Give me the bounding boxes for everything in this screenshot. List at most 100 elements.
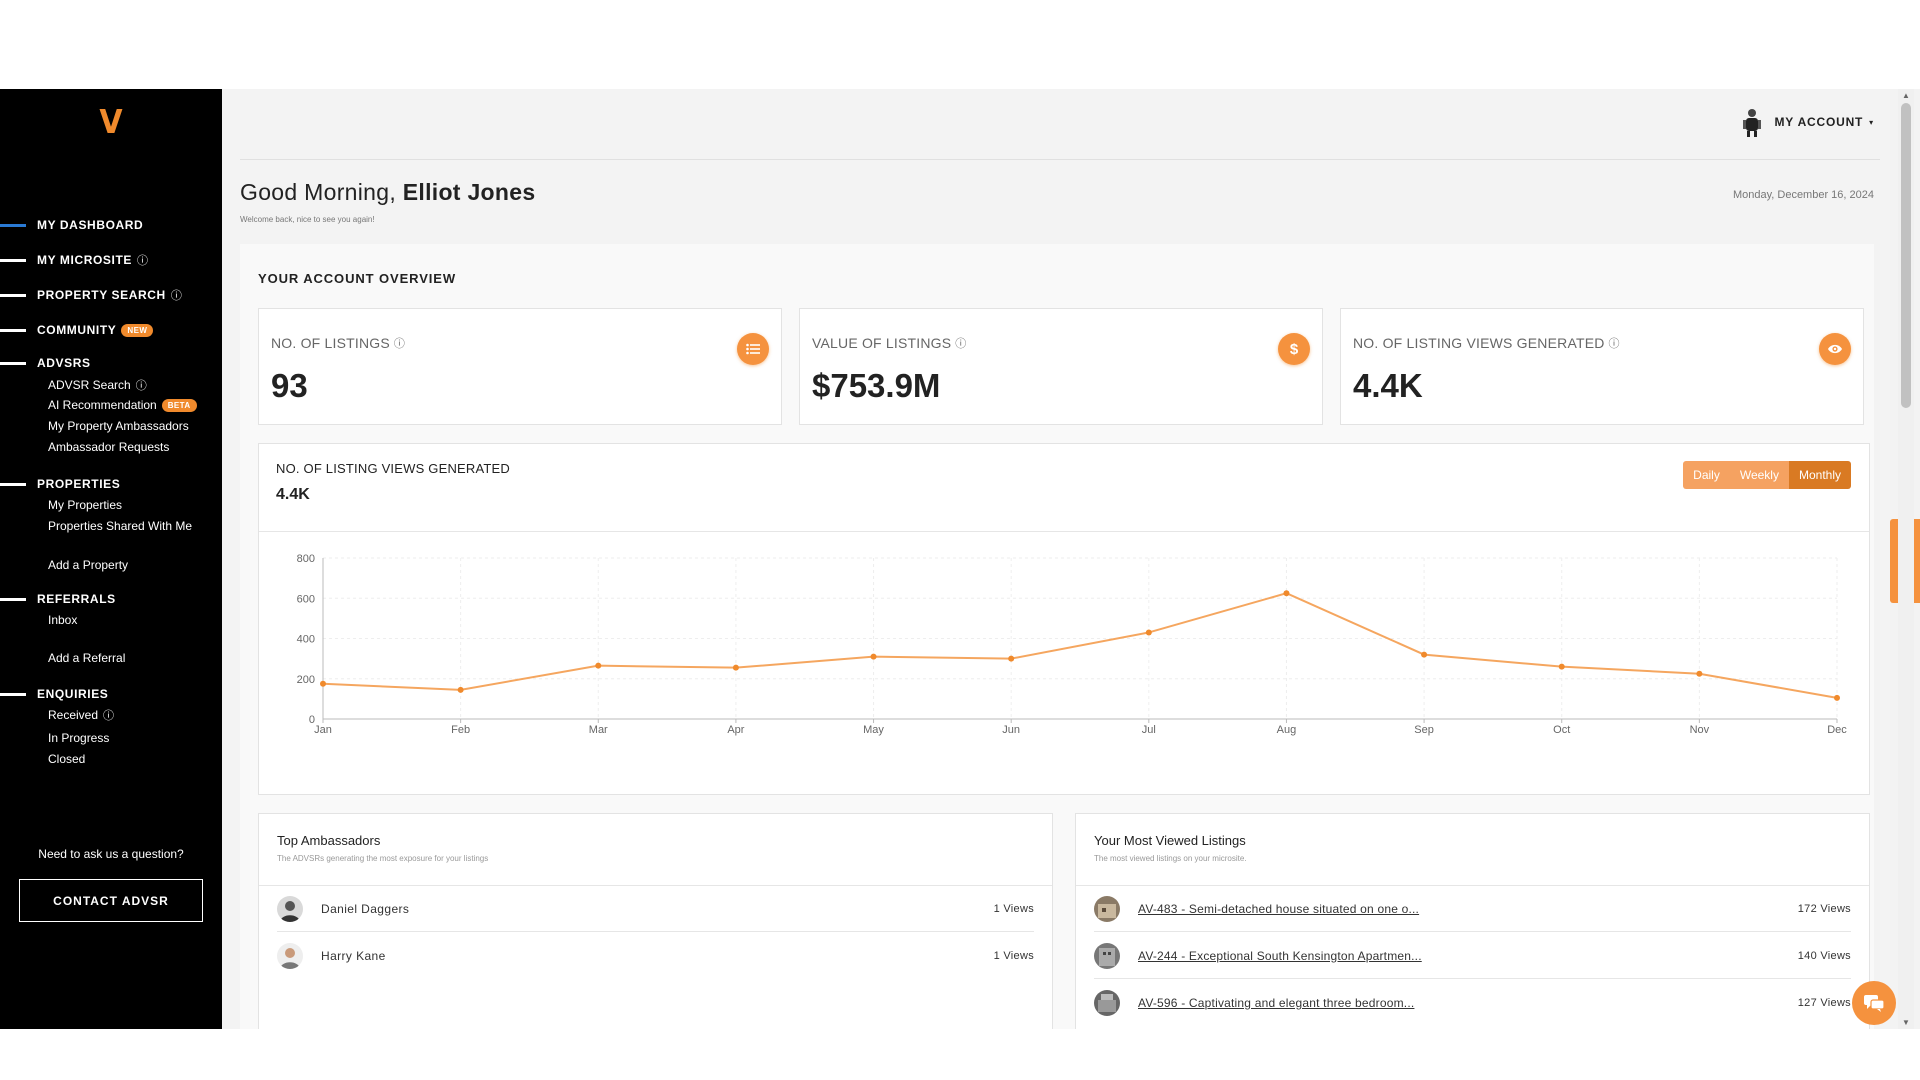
table-row[interactable]: Daniel Daggers 1 Views [277, 886, 1034, 932]
info-icon[interactable]: ⓘ [1608, 338, 1620, 350]
listing-link[interactable]: AV-483 - Semi-detached house situated on… [1138, 901, 1420, 916]
x-tick-label: Sep [1414, 724, 1434, 736]
my-account-menu[interactable]: MY ACCOUNT ▾ [1741, 107, 1875, 137]
data-point [1008, 655, 1015, 662]
logo-mark: V [99, 102, 123, 142]
nav-properties-shared[interactable]: Properties Shared With Me [48, 519, 192, 533]
caret-down-icon: ▾ [1869, 117, 1874, 127]
data-point [1145, 629, 1152, 636]
nav-label: MY MICROSITE [37, 253, 132, 267]
x-tick-label: Oct [1553, 724, 1570, 736]
view-count: 1 Views [993, 950, 1034, 962]
nav-sub-label: Received [48, 708, 99, 722]
info-icon[interactable]: ⓘ [135, 380, 147, 392]
contact-advsr-button[interactable]: CONTACT ADVSR [19, 879, 203, 922]
nav-properties[interactable]: PROPERTIES [0, 475, 120, 493]
nav-in-progress[interactable]: In Progress [48, 731, 109, 745]
nav-label: COMMUNITY [37, 323, 117, 337]
info-icon[interactable]: ⓘ [955, 338, 967, 350]
listing-link[interactable]: AV-244 - Exceptional South Kensington Ap… [1138, 948, 1422, 963]
view-count: 140 Views [1797, 949, 1851, 962]
list-title: Top Ambassadors [277, 833, 381, 848]
nav-label: PROPERTIES [37, 477, 121, 491]
nav-referrals[interactable]: REFERRALS [0, 590, 116, 608]
nav-bar [0, 692, 26, 696]
current-date: Monday, December 16, 2024 [1732, 189, 1874, 201]
new-badge: NEW [121, 323, 154, 337]
nav-advsr-search[interactable]: ADVSR Search ⓘ [48, 377, 147, 393]
y-tick-label: 0 [309, 714, 315, 726]
nav-community[interactable]: COMMUNITY NEW [0, 321, 154, 339]
listing-link[interactable]: AV-596 - Captivating and elegant three b… [1138, 996, 1415, 1010]
scrollbar-thumb[interactable] [1901, 103, 1911, 408]
data-point [1283, 590, 1290, 597]
nav-property-search[interactable]: PROPERTY SEARCH ⓘ [0, 286, 182, 304]
nav-my-dashboard[interactable]: MY DASHBOARD [0, 216, 143, 234]
stat-value: $753.9M [812, 367, 941, 404]
data-point [595, 662, 602, 669]
nav-sub-label: My Property Ambassadors [48, 419, 189, 433]
nav-my-microsite[interactable]: MY MICROSITE ⓘ [0, 251, 149, 269]
info-icon[interactable]: ⓘ [137, 255, 149, 267]
nav-closed[interactable]: Closed [48, 752, 85, 766]
nav-my-property-ambassadors[interactable]: My Property Ambassadors [48, 419, 189, 433]
nav-label: REFERRALS [37, 592, 116, 606]
data-point [1558, 663, 1565, 670]
account-avatar-icon [1742, 109, 1761, 137]
period-monthly-button[interactable]: Monthly [1788, 461, 1851, 489]
nav-sub-label: Ambassador Requests [48, 440, 170, 454]
data-point [1421, 651, 1428, 658]
nav-advsrs[interactable]: ADVSRS [0, 354, 91, 372]
logo[interactable]: V [0, 89, 222, 156]
view-count: 127 Views [1797, 997, 1851, 1009]
info-icon[interactable]: ⓘ [103, 710, 115, 722]
main-area: MY ACCOUNT ▾ Good Morning, Elliot Jones … [222, 89, 1898, 1029]
x-tick-label: Jan [314, 724, 332, 736]
dashboard-content: YOUR ACCOUNT OVERVIEW NO. OF LISTINGS ⓘ … [240, 244, 1874, 1029]
nav-add-property[interactable]: Add a Property [48, 558, 128, 572]
nav-sub-label: Add a Property [48, 558, 129, 572]
x-tick-label: May [863, 724, 884, 736]
chart-divider [259, 531, 1869, 532]
greeting-prefix: Good Morning, [240, 179, 403, 205]
nav-ambassador-requests[interactable]: Ambassador Requests [48, 440, 169, 454]
info-icon[interactable]: ⓘ [170, 290, 183, 302]
list-subtitle: The ADVSRs generating the most exposure … [277, 854, 489, 863]
series-line [322, 592, 1838, 699]
scroll-up-arrow-icon[interactable]: ▲ [1902, 91, 1910, 100]
data-point [457, 686, 464, 693]
listing-thumbnail [1094, 942, 1120, 969]
nav-label: MY DASHBOARD [37, 218, 144, 232]
info-icon[interactable]: ⓘ [393, 338, 406, 350]
data-point [732, 664, 739, 671]
stat-label-text: NO. OF LISTINGS [271, 335, 390, 351]
list-icon [737, 333, 769, 365]
nav-ai-recommendation[interactable]: AI Recommendation BETA [48, 398, 197, 412]
data-point [1696, 670, 1703, 677]
app-window: V MY DASHBOARD MY MICROSITE ⓘ PROPERTY S… [0, 89, 1920, 1029]
stat-label: NO. OF LISTINGS ⓘ [271, 335, 405, 351]
x-tick-label: Aug [1277, 724, 1297, 736]
listing-row: AV-244 - Exceptional South Kensington Ap… [1094, 933, 1851, 979]
nav-bar [0, 258, 26, 262]
nav-add-referral[interactable]: Add a Referral [48, 651, 125, 665]
stat-card-listings: NO. OF LISTINGS ⓘ 93 [258, 308, 782, 425]
line-chart: 0 200 400 600 800 Jan Feb Mar Apr May Jun Jul Aug Sep… [297, 553, 1848, 736]
period-daily-button[interactable]: Daily [1683, 461, 1730, 489]
nav-my-properties[interactable]: My Properties [48, 498, 122, 512]
nav-enquiries[interactable]: ENQUIRIES [0, 685, 108, 703]
nav-sub-label: Closed [48, 752, 86, 766]
y-tick-label: 400 [297, 634, 315, 646]
nav-received[interactable]: Received ⓘ [48, 707, 114, 723]
chat-button[interactable] [1852, 981, 1896, 1025]
views-chart-card: NO. OF LISTING VIEWS GENERATED 4.4K Dail… [258, 443, 1870, 795]
vertical-scrollbar[interactable]: ▲ ▼ [1898, 89, 1914, 1029]
x-tick-label: Jun [1002, 724, 1020, 736]
period-weekly-button[interactable]: Weekly [1729, 461, 1789, 489]
nav-bar [0, 597, 26, 601]
nav-bar [0, 293, 26, 297]
nav-inbox[interactable]: Inbox [48, 613, 77, 627]
scroll-down-arrow-icon[interactable]: ▼ [1902, 1018, 1910, 1027]
stat-value: 4.4K [1353, 367, 1423, 404]
table-row[interactable]: Harry Kane 1 Views [277, 933, 1034, 979]
